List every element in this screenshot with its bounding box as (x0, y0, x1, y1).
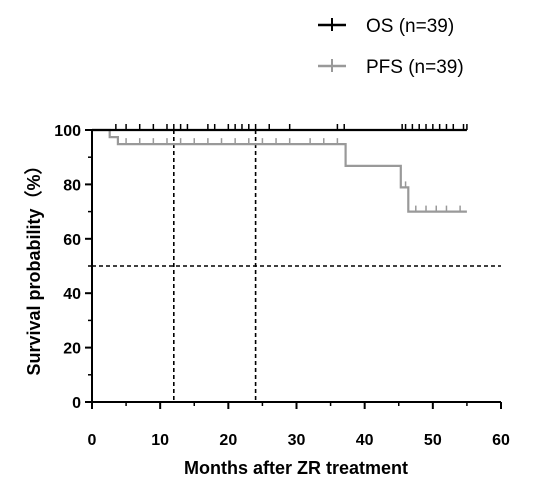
legend-item-os: OS (n=39) (318, 16, 454, 37)
series-layer (92, 124, 468, 213)
y-tick-label: 60 (63, 232, 81, 249)
x-axis-title: Months after ZR treatment (184, 458, 408, 478)
x-tick-label: 0 (88, 432, 97, 449)
x-tick-label: 20 (219, 432, 237, 449)
y-axis-title: Survival probability（%） (24, 156, 44, 375)
y-tick-label: 80 (63, 177, 81, 194)
y-tick-label: 20 (63, 341, 81, 358)
legend: OS (n=39) PFS (n=39) (318, 16, 464, 78)
x-tick-label: 30 (288, 432, 306, 449)
legend-item-pfs: PFS (n=39) (318, 57, 464, 78)
x-tick-label: 60 (492, 432, 510, 449)
legend-os-label: OS (n=39) (366, 16, 454, 37)
legend-pfs-label: PFS (n=39) (366, 57, 464, 78)
x-tick-label: 10 (151, 432, 169, 449)
y-tick-label: 100 (54, 123, 81, 140)
y-tick-label: 0 (72, 395, 81, 412)
x-tick-label: 50 (424, 432, 442, 449)
reference-lines (92, 130, 501, 402)
pfs-curve (92, 128, 467, 213)
y-ticks: 0 20 40 60 80 100 (54, 123, 92, 412)
x-ticks: 0 10 20 30 40 50 60 (88, 402, 510, 449)
x-tick-label: 40 (356, 432, 374, 449)
y-tick-label: 40 (63, 286, 81, 303)
